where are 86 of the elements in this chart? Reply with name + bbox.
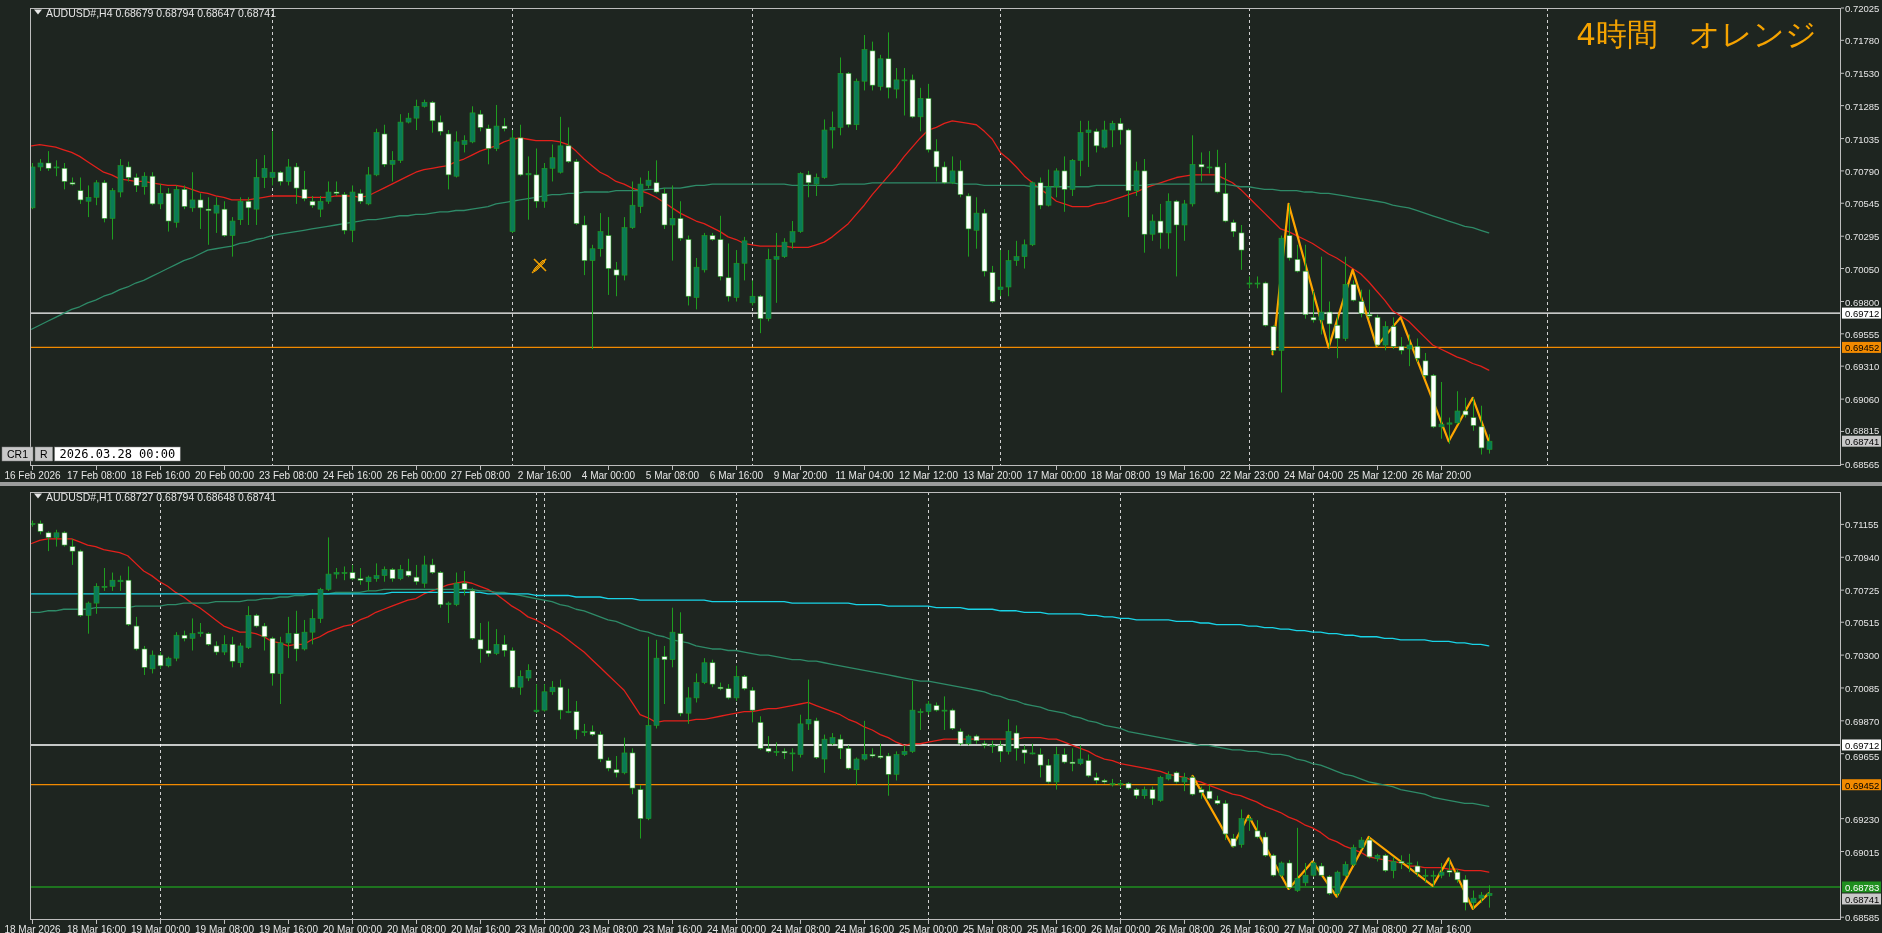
y-tick-label: 0.69870 [1845,715,1880,727]
y-tick-label: 0.69230 [1845,813,1880,825]
x-tick-label: 18 Mar 2026 [4,923,62,933]
x-tick-label: 27 Mar 16:00 [1412,923,1472,933]
x-tick-label: 26 Mar 00:00 [1091,923,1151,933]
y-tick-label: 0.69655 [1845,751,1880,763]
y-tick-label: 0.71780 [1845,35,1880,47]
x-tick-label: 22 Mar 23:00 [1220,469,1280,481]
y-tick-label: 0.69015 [1845,846,1880,858]
ref-line-label: 0.69712 [1845,308,1880,320]
x-tick-label: 18 Mar 08:00 [1091,469,1151,481]
line-series [30,120,1490,371]
y-tick-label: 0.68565 [1845,459,1880,471]
ref-line-label: 0.69712 [1845,739,1880,751]
x-tick-label: 19 Mar 16:00 [1155,469,1215,481]
x-tick-label: 23 Mar 16:00 [643,923,703,933]
x-tick-label: 19 Mar 08:00 [195,923,255,933]
text: CR1 [7,448,29,460]
x-tick-label: 24 Mar 04:00 [1284,469,1344,481]
y-tick-label: 0.70050 [1845,263,1880,275]
x-tick-label: 17 Feb 08:00 [67,469,127,481]
y-tick-label: 0.71155 [1845,519,1879,531]
x-tick-label: 5 Mar 08:00 [645,469,700,481]
x-tick-label: 24 Mar 16:00 [835,923,895,933]
x-tick-label: 2 Mar 16:00 [517,469,572,481]
x-tick-label: 9 Mar 20:00 [773,469,828,481]
y-tick-label: 0.71035 [1845,133,1880,145]
y-tick-label: 0.69800 [1845,296,1880,308]
y-tick-label: 0.71285 [1845,100,1880,112]
chart-title: AUDUSD#,H1 0.68727 0.68794 0.68648 0.68741 [46,490,277,503]
ref-line-label: 0.69452 [1845,342,1880,354]
x-tick-label: 25 Mar 08:00 [963,923,1023,933]
y-tick-label: 0.68585 [1845,912,1880,924]
x-tick-label: 24 Mar 00:00 [707,923,767,933]
x-tick-label: 16 Feb 2026 [4,469,62,481]
x-tick-label: 26 Feb 00:00 [387,469,447,481]
x-tick-label: 20 Feb 00:00 [195,469,255,481]
x-tick-label: 25 Mar 00:00 [899,923,959,933]
chart-title: AUDUSD#,H4 0.68679 0.68794 0.68647 0.68741 [46,6,277,19]
x-tick-label: 12 Mar 12:00 [899,469,959,481]
x-tick-label: 27 Mar 00:00 [1284,923,1344,933]
x-tick-label: 25 Mar 12:00 [1348,469,1408,481]
x-tick-label: 13 Mar 20:00 [963,469,1023,481]
x-tick-label: 26 Mar 16:00 [1220,923,1280,933]
y-tick-label: 0.70300 [1845,650,1880,662]
y-tick-label: 0.70725 [1845,585,1880,597]
x-tick-label: 23 Feb 08:00 [259,469,319,481]
y-tick-label: 0.69310 [1845,361,1880,373]
y-tick-label: 0.70295 [1845,231,1880,243]
y-tick-label: 0.70545 [1845,198,1880,210]
y-tick-label: 0.68815 [1845,424,1880,436]
x-tick-label: 19 Mar 16:00 [259,923,319,933]
x-tick-label: 23 Mar 00:00 [515,923,575,933]
text: 0.68741 [1845,436,1880,448]
annotation: 2026.03.28 00:00 [59,447,176,461]
ref-line-label: 0.68783 [1845,881,1880,893]
x-tick-label: 20 Mar 08:00 [387,923,447,933]
x-tick-label: 25 Mar 16:00 [1027,923,1087,933]
x-tick-label: 24 Mar 08:00 [771,923,831,933]
x-tick-label: 17 Mar 00:00 [1027,469,1087,481]
x-tick-label: 19 Mar 00:00 [131,923,191,933]
x-tick-label: 24 Feb 16:00 [323,469,383,481]
x-tick-label: 18 Feb 16:00 [131,469,191,481]
y-tick-label: 0.69555 [1845,328,1880,340]
y-tick-label: 0.72025 [1845,3,1880,14]
x-tick-label: 27 Feb 08:00 [451,469,511,481]
x-tick-label: 26 Mar 20:00 [1412,469,1472,481]
y-tick-label: 0.70515 [1845,617,1880,629]
x-tick-label: 23 Mar 08:00 [579,923,639,933]
y-tick-label: 0.70790 [1845,165,1880,177]
text: 0.68741 [1845,893,1880,905]
ref-line-label: 0.69452 [1845,779,1880,791]
x-tick-label: 6 Mar 16:00 [709,469,764,481]
annotation: 4時間 オレンジ [1576,16,1817,52]
annotation: R [40,448,49,460]
x-tick-label: 20 Mar 00:00 [323,923,383,933]
x-tick-label: 18 Mar 16:00 [67,923,127,933]
x-tick-label: 20 Mar 16:00 [451,923,511,933]
y-tick-label: 0.70085 [1845,682,1880,694]
y-tick-label: 0.71530 [1845,68,1880,80]
x-tick-label: 27 Mar 08:00 [1348,923,1408,933]
x-tick-label: 26 Mar 08:00 [1155,923,1215,933]
y-tick-label: 0.69060 [1845,394,1880,406]
x-tick-label: 11 Mar 04:00 [835,469,895,481]
y-tick-label: 0.70940 [1845,552,1880,564]
x-tick-label: 4 Mar 00:00 [581,469,636,481]
